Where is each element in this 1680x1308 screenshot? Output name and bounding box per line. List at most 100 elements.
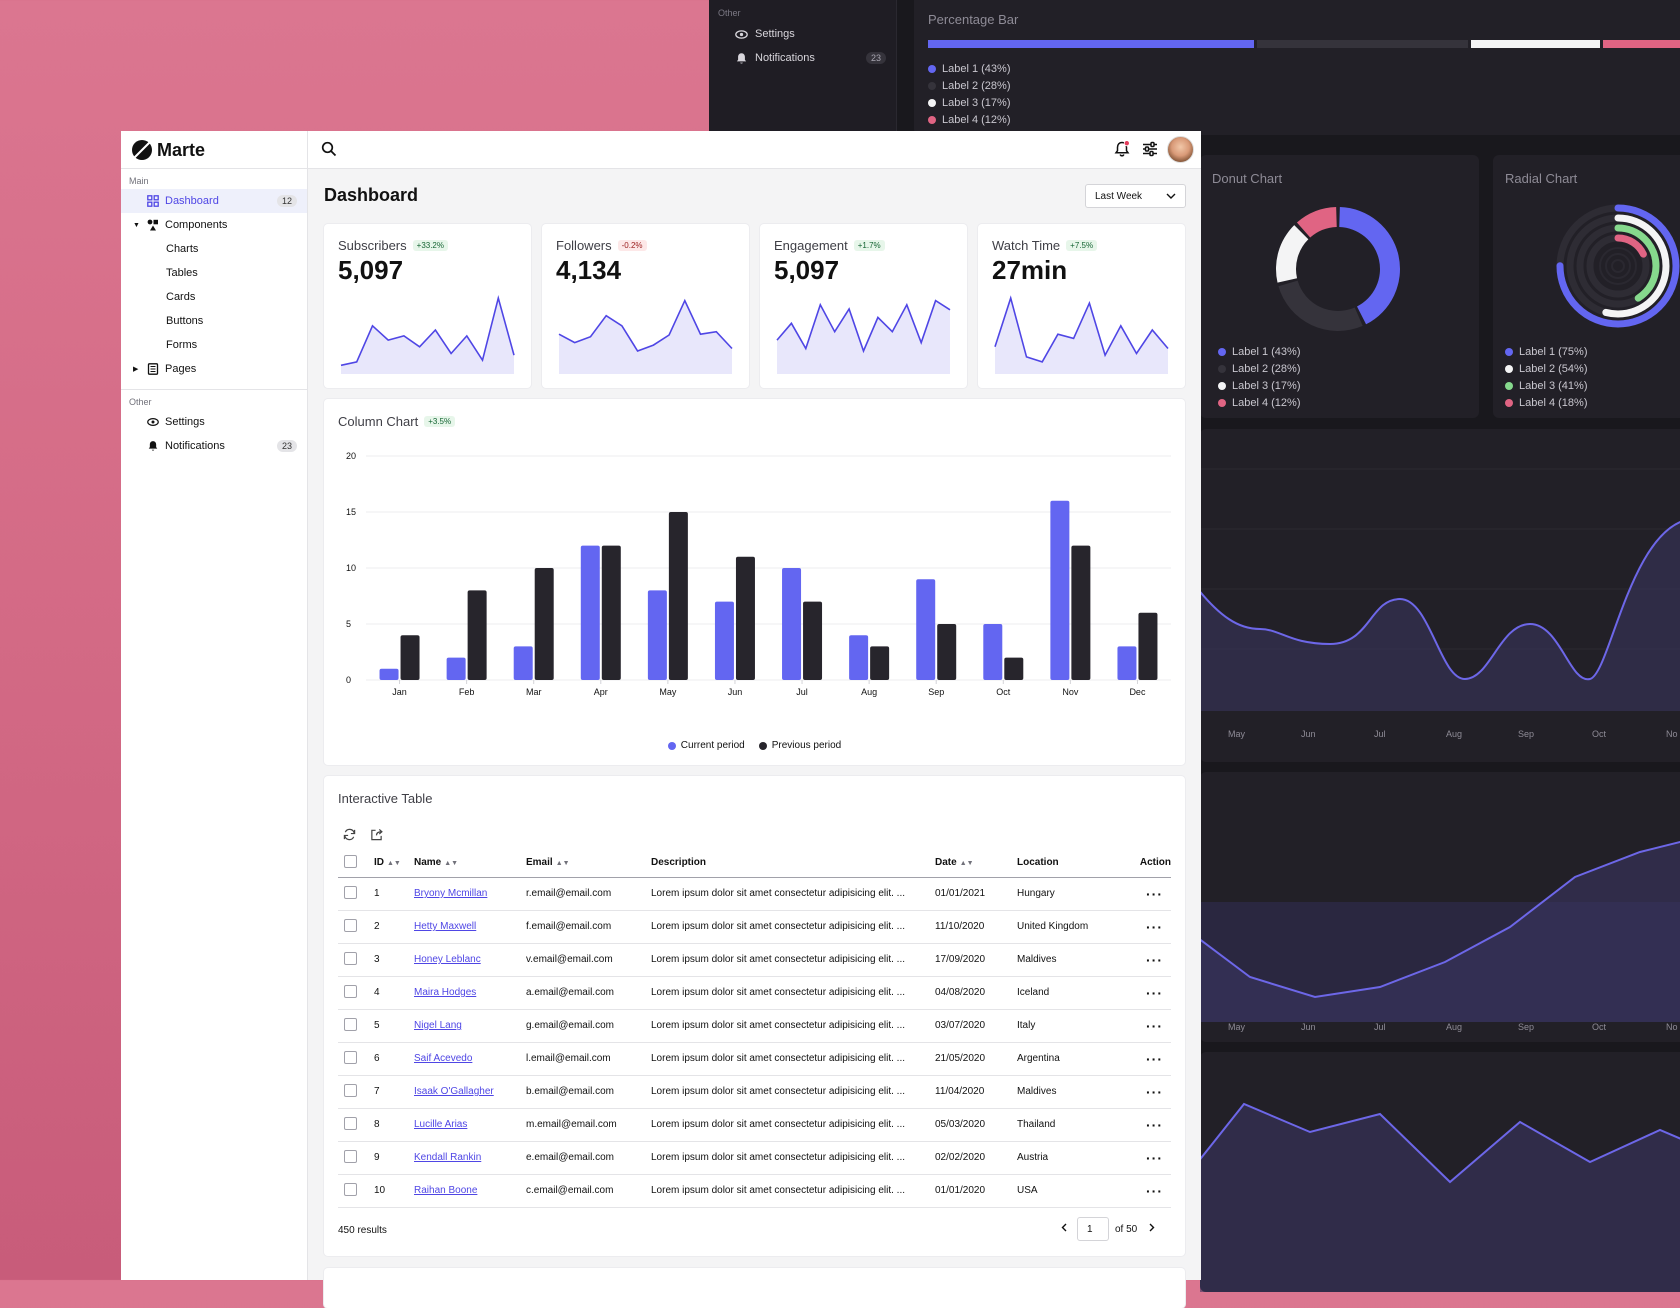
- bar-previous[interactable]: [1004, 657, 1024, 680]
- cell-description: Lorem ipsum dolor sit amet consectetur a…: [651, 1009, 935, 1043]
- bar-current[interactable]: [849, 635, 869, 680]
- notifications-button[interactable]: [1113, 140, 1131, 158]
- bar-previous[interactable]: [1138, 612, 1158, 680]
- sidebar-item-settings[interactable]: Settings: [121, 410, 307, 434]
- name-link[interactable]: Raihan Boone: [414, 1185, 478, 1196]
- more-actions-button[interactable]: ···: [1146, 1116, 1163, 1133]
- name-link[interactable]: Bryony Mcmillan: [414, 888, 488, 899]
- name-link[interactable]: Saif Acevedo: [414, 1053, 473, 1064]
- date-range-select[interactable]: Last Week: [1085, 184, 1186, 208]
- y-tick-label: 15: [346, 507, 356, 517]
- bar-current[interactable]: [714, 601, 734, 680]
- radial-arc[interactable]: [1586, 234, 1650, 298]
- sidebar-item-components[interactable]: ▼ Components: [121, 213, 307, 237]
- bar-current[interactable]: [513, 646, 533, 680]
- legend-item[interactable]: Previous period: [758, 740, 841, 751]
- sidebar-item-notifications[interactable]: Notifications 23: [121, 434, 307, 458]
- more-actions-button[interactable]: ···: [1146, 1182, 1163, 1199]
- refresh-button[interactable]: [343, 828, 356, 841]
- bar-current[interactable]: [580, 545, 600, 680]
- row-checkbox[interactable]: [344, 1149, 357, 1163]
- legend-item[interactable]: Current period: [667, 740, 745, 751]
- select-all-checkbox[interactable]: [344, 854, 357, 868]
- dark-sidebar-item-notifications[interactable]: Notifications 23: [709, 46, 896, 70]
- dashboard-window: Marte Main Dashboard 12 ▼ Components Cha…: [121, 131, 1201, 1308]
- filters-button[interactable]: [1142, 141, 1158, 157]
- more-actions-button[interactable]: ···: [1146, 1149, 1163, 1166]
- kpi-label: Subscribers +33.2%: [338, 238, 531, 253]
- sidebar-item-forms[interactable]: Forms: [121, 333, 307, 357]
- donut-slice[interactable]: [1276, 225, 1309, 283]
- export-button[interactable]: [370, 828, 383, 841]
- bar-previous[interactable]: [668, 512, 688, 680]
- bar-current[interactable]: [446, 657, 466, 680]
- more-actions-button[interactable]: ···: [1146, 984, 1163, 1001]
- bar-current[interactable]: [647, 590, 667, 680]
- logo[interactable]: Marte: [121, 131, 308, 169]
- donut-slice[interactable]: [1278, 280, 1363, 331]
- bar-previous[interactable]: [1071, 545, 1091, 680]
- radial-arc[interactable]: [1576, 224, 1660, 308]
- radial-arc[interactable]: [1566, 214, 1670, 318]
- row-checkbox[interactable]: [344, 1083, 357, 1097]
- bar-current[interactable]: [916, 579, 936, 680]
- cell-date: 03/07/2020: [935, 1009, 1017, 1043]
- row-checkbox[interactable]: [344, 984, 357, 998]
- bar-previous[interactable]: [467, 590, 487, 680]
- bar-current[interactable]: [379, 668, 399, 680]
- more-actions-button[interactable]: ···: [1146, 885, 1163, 902]
- donut-slice[interactable]: [1339, 207, 1400, 325]
- next-page-button[interactable]: [1145, 1223, 1159, 1235]
- name-link[interactable]: Nigel Lang: [414, 1020, 462, 1031]
- bar-previous[interactable]: [400, 635, 420, 680]
- search-button[interactable]: [321, 141, 337, 157]
- row-checkbox[interactable]: [344, 918, 357, 932]
- more-actions-button[interactable]: ···: [1146, 1083, 1163, 1100]
- name-link[interactable]: Maira Hodges: [414, 987, 477, 998]
- row-checkbox[interactable]: [344, 885, 357, 899]
- bar-previous[interactable]: [803, 601, 823, 680]
- sidebar-item-pages[interactable]: ▶ Pages: [121, 357, 307, 381]
- dark-sidebar-item-settings[interactable]: Settings: [709, 22, 896, 46]
- sidebar-item-buttons[interactable]: Buttons: [121, 309, 307, 333]
- bar-previous[interactable]: [937, 624, 957, 680]
- bar-current[interactable]: [782, 568, 802, 680]
- row-checkbox[interactable]: [344, 1017, 357, 1031]
- sidebar-item-tables[interactable]: Tables: [121, 261, 307, 285]
- bar-previous[interactable]: [735, 556, 755, 680]
- previous-page-button[interactable]: [1057, 1223, 1071, 1235]
- user-avatar[interactable]: [1167, 136, 1194, 163]
- bar-previous[interactable]: [534, 568, 554, 680]
- name-link[interactable]: Hetty Maxwell: [414, 921, 477, 932]
- name-link[interactable]: Honey Leblanc: [414, 954, 481, 965]
- row-checkbox[interactable]: [344, 951, 357, 965]
- column-header-id[interactable]: ID ▲▼: [374, 849, 414, 878]
- column-header-email[interactable]: Email ▲▼: [526, 849, 651, 878]
- more-actions-button[interactable]: ···: [1146, 951, 1163, 968]
- sidebar-item-cards[interactable]: Cards: [121, 285, 307, 309]
- more-actions-button[interactable]: ···: [1146, 918, 1163, 935]
- column-header-name[interactable]: Name ▲▼: [414, 849, 526, 878]
- radial-arc[interactable]: [1556, 204, 1680, 328]
- row-checkbox[interactable]: [344, 1182, 357, 1196]
- row-checkbox[interactable]: [344, 1050, 357, 1064]
- column-header-date[interactable]: Date ▲▼: [935, 849, 1017, 878]
- page-number-input[interactable]: 1: [1077, 1217, 1109, 1241]
- sidebar-item-charts[interactable]: Charts: [121, 237, 307, 261]
- name-link[interactable]: Kendall Rankin: [414, 1152, 482, 1163]
- bar-current[interactable]: [1117, 646, 1137, 680]
- name-link[interactable]: Isaak O'Gallagher: [414, 1086, 494, 1097]
- bar-previous[interactable]: [870, 646, 890, 680]
- bar-current[interactable]: [1050, 500, 1070, 680]
- bar-current[interactable]: [983, 624, 1003, 680]
- sidebar-group-other: Other: [129, 397, 152, 407]
- more-actions-button[interactable]: ···: [1146, 1050, 1163, 1067]
- name-link[interactable]: Lucille Arias: [414, 1119, 468, 1130]
- more-actions-button[interactable]: ···: [1146, 1017, 1163, 1034]
- next-card: [324, 1268, 1185, 1308]
- row-checkbox[interactable]: [344, 1116, 357, 1130]
- bar-previous[interactable]: [601, 545, 621, 680]
- percentage-bar-legend: Label 1 (43%) Label 2 (28%) Label 3 (17%…: [928, 63, 1011, 131]
- sidebar-item-dashboard[interactable]: Dashboard 12: [121, 189, 307, 213]
- donut-slice[interactable]: [1296, 207, 1337, 238]
